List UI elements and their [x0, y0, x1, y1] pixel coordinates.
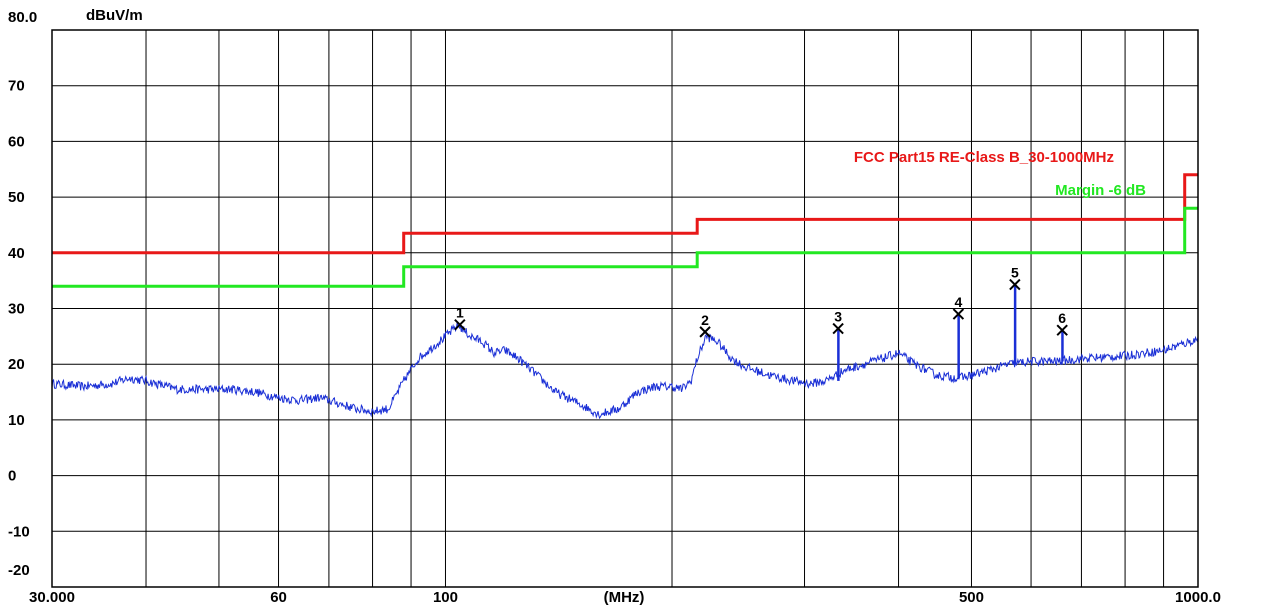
y-tick-label: 80.0: [8, 9, 37, 26]
x-tick-label: 1000.0: [1175, 589, 1221, 606]
axis-labels: dBuV/m (MHz) 80.0706050403020100-10-2030…: [8, 7, 1221, 606]
peak-marker: 4: [952, 294, 965, 320]
marker-cross-stroke: [952, 308, 965, 320]
x-tick-label: 30.000: [29, 589, 75, 606]
x-tick-label: 60: [270, 589, 287, 606]
y-tick-label: -10: [8, 523, 30, 540]
emission-spike: [1013, 284, 1017, 365]
y-tick-label: 0: [8, 468, 16, 485]
marker-label: 6: [1058, 310, 1066, 326]
y-tick-label: -20: [8, 562, 30, 579]
marker-label: 2: [701, 312, 709, 328]
limit-line: [52, 173, 1198, 255]
x-tick-label: 500: [959, 589, 984, 606]
plot-frame: [51, 29, 1199, 588]
limit-lines: [52, 173, 1198, 288]
plot-border: [51, 29, 1199, 588]
marker-cross-stroke: [454, 318, 466, 331]
emission-spike: [957, 314, 960, 379]
marker-cross-stroke: [1056, 324, 1068, 336]
measurement-trace: [51, 284, 1199, 420]
marker-label: 3: [834, 309, 842, 325]
y-tick-label: 50: [8, 189, 25, 206]
y-tick-label: 20: [8, 356, 25, 373]
peak-marker: 2: [699, 312, 711, 338]
marker-cross-stroke: [832, 322, 844, 335]
legend-margin-label: Margin -6 dB: [1055, 182, 1146, 199]
y-tick-label: 70: [8, 78, 25, 95]
legend-limit-label: FCC Part15 RE-Class B_30-1000MHz: [854, 149, 1114, 166]
marker-label: 4: [955, 294, 963, 310]
legend: FCC Part15 RE-Class B_30-1000MHz Margin …: [854, 149, 1146, 199]
marker-label: 1: [456, 305, 464, 321]
emission-spike: [1061, 330, 1064, 362]
trace-line: [51, 322, 1199, 420]
peak-marker: 3: [832, 309, 844, 335]
grid: [52, 30, 1198, 587]
y-axis-unit-label: dBuV/m: [86, 7, 143, 24]
peak-marker: 5: [1009, 265, 1021, 291]
peak-marker: 6: [1056, 310, 1068, 336]
peak-markers: 1 2 3 4 5 6: [454, 265, 1068, 338]
x-axis-unit-label: (MHz): [604, 589, 645, 606]
marker-label: 5: [1011, 265, 1019, 281]
x-tick-label: 100: [433, 589, 458, 606]
marker-cross-stroke: [1009, 278, 1021, 291]
peak-marker: 1: [454, 305, 466, 331]
margin-line: [52, 206, 1198, 288]
y-tick-label: 40: [8, 245, 25, 262]
y-tick-label: 10: [8, 412, 25, 429]
y-tick-label: 30: [8, 301, 25, 318]
marker-cross-stroke: [699, 326, 711, 338]
y-tick-label: 60: [8, 133, 25, 150]
emission-spike: [837, 328, 840, 381]
